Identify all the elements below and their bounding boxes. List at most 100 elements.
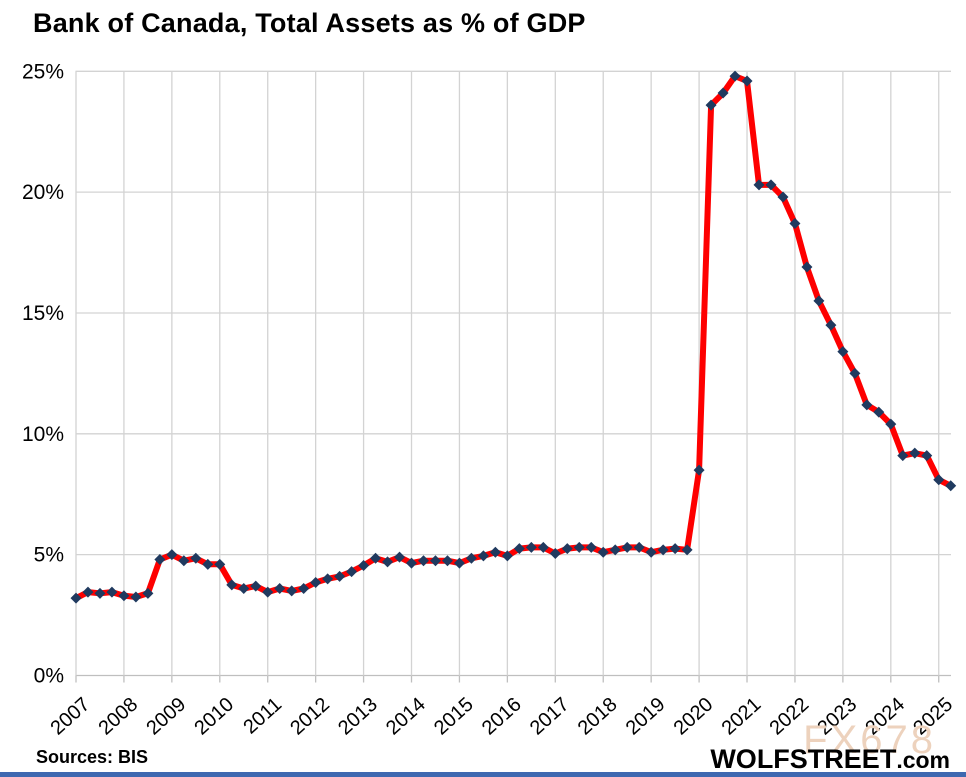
data-point-marker xyxy=(322,573,334,585)
data-point-marker xyxy=(214,558,226,570)
data-point-marker xyxy=(501,550,513,562)
data-point-marker xyxy=(82,586,94,598)
x-tick-label: 2018 xyxy=(574,693,622,739)
y-tick-label: 20% xyxy=(22,181,64,204)
data-point-marker xyxy=(909,447,921,459)
data-point-marker xyxy=(933,474,945,486)
data-point-marker xyxy=(633,541,645,553)
data-point-marker xyxy=(406,557,418,569)
data-point-marker xyxy=(717,87,729,99)
data-point-marker xyxy=(477,550,489,562)
data-point-marker xyxy=(154,553,166,565)
data-point-marker xyxy=(561,543,573,555)
data-point-marker xyxy=(465,552,477,564)
x-tick-label: 2016 xyxy=(478,693,526,739)
data-point-marker xyxy=(106,586,118,598)
data-point-marker xyxy=(130,591,142,603)
data-point-marker xyxy=(585,541,597,553)
y-tick-label: 25% xyxy=(22,60,64,83)
data-point-marker xyxy=(334,570,346,582)
data-point-marker xyxy=(705,99,717,111)
data-point-marker xyxy=(801,261,813,273)
data-point-marker xyxy=(274,582,286,594)
data-point-marker xyxy=(765,179,777,191)
data-point-marker xyxy=(142,587,154,599)
data-point-marker xyxy=(513,543,525,555)
y-tick-label: 15% xyxy=(22,302,64,325)
data-point-marker xyxy=(70,592,82,604)
data-point-marker xyxy=(609,544,621,556)
data-point-marker xyxy=(382,556,394,568)
y-tick-label: 10% xyxy=(22,423,64,446)
data-point-marker xyxy=(873,406,885,418)
data-point-marker xyxy=(945,480,957,492)
x-tick-label: 2008 xyxy=(94,693,142,739)
data-point-marker xyxy=(118,590,130,602)
x-tick-label: 2017 xyxy=(526,693,574,739)
data-point-marker xyxy=(669,543,681,555)
data-point-marker xyxy=(441,555,453,567)
data-point-marker xyxy=(370,552,382,564)
data-point-marker xyxy=(813,295,825,307)
data-point-marker xyxy=(226,579,238,591)
x-tick-label: 2020 xyxy=(670,693,718,739)
data-point-marker xyxy=(453,557,465,569)
data-point-marker xyxy=(681,544,693,556)
data-point-marker xyxy=(645,546,657,558)
data-point-marker xyxy=(525,541,537,553)
data-point-marker xyxy=(298,582,310,594)
data-point-marker xyxy=(94,587,106,599)
chart-title: Bank of Canada, Total Assets as % of GDP xyxy=(33,8,586,38)
x-tick-label: 2010 xyxy=(190,693,238,739)
data-point-marker xyxy=(885,418,897,430)
data-point-marker xyxy=(921,450,933,462)
data-point-marker xyxy=(310,576,322,588)
data-point-marker xyxy=(537,541,549,553)
data-point-marker xyxy=(741,75,753,87)
x-tick-label: 2007 xyxy=(47,693,95,739)
series-line xyxy=(73,73,954,602)
data-point-marker xyxy=(417,555,429,567)
wolfstreet-brand-name: WOLFSTREET xyxy=(710,744,897,774)
data-point-marker xyxy=(621,541,633,553)
y-tick-label: 5% xyxy=(34,544,64,567)
x-tick-label: 2011 xyxy=(239,693,286,738)
data-point-marker xyxy=(394,551,406,563)
source-note: Sources: BIS xyxy=(36,747,149,767)
data-point-marker xyxy=(238,582,250,594)
bottom-accent-bar xyxy=(0,772,966,777)
data-point-marker xyxy=(250,580,262,592)
data-point-marker xyxy=(489,546,501,558)
wolfstreet-brand: WOLFSTREET.com xyxy=(710,744,950,775)
data-point-marker xyxy=(825,319,837,331)
data-point-marker xyxy=(837,346,849,358)
data-point-marker xyxy=(597,546,609,558)
data-point-marker xyxy=(286,585,298,597)
x-tick-label: 2012 xyxy=(286,693,334,739)
data-point-marker xyxy=(729,70,741,82)
data-point-marker xyxy=(202,558,214,570)
y-tick-label: 0% xyxy=(34,665,64,688)
data-point-marker xyxy=(573,541,585,553)
wolfstreet-brand-suffix: .com xyxy=(896,747,950,773)
x-tick-label: 2014 xyxy=(382,693,430,739)
data-point-marker xyxy=(358,560,370,572)
x-tick-label: 2015 xyxy=(430,693,478,739)
x-tick-label: 2019 xyxy=(622,693,670,739)
data-point-marker xyxy=(777,191,789,203)
data-point-marker xyxy=(429,555,441,567)
x-tick-label: 2021 xyxy=(718,693,766,739)
data-point-marker xyxy=(190,552,202,564)
data-point-marker xyxy=(849,367,861,379)
data-point-marker xyxy=(693,464,705,476)
data-point-marker xyxy=(861,399,873,411)
fx678-watermark: FX678 xyxy=(803,718,936,762)
data-point-marker xyxy=(789,218,801,230)
data-point-marker xyxy=(753,179,765,191)
data-point-marker xyxy=(166,549,178,561)
data-point-marker xyxy=(262,586,274,598)
data-point-marker xyxy=(549,547,561,559)
data-point-marker xyxy=(657,544,669,556)
